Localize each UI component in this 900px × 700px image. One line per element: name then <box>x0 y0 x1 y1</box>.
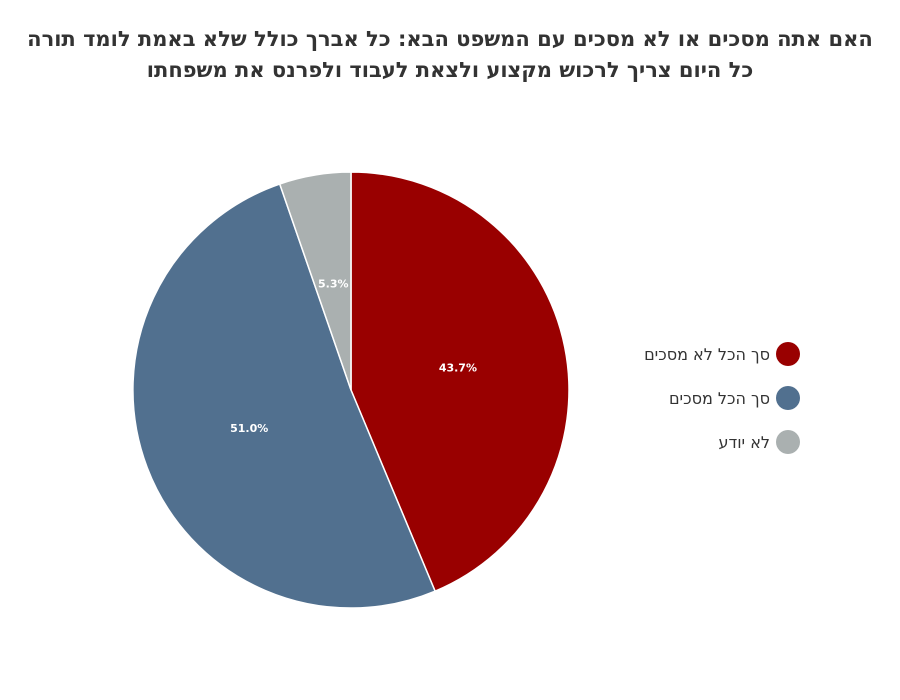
legend-label-0: סך הכל לא מסכים <box>644 344 770 364</box>
pie-slices <box>132 171 570 609</box>
legend-item-1[interactable]: סך הכל מסכים <box>560 376 800 420</box>
legend-item-2[interactable]: לא יודע <box>560 420 800 464</box>
pie-data-label-2: 5.3% <box>318 278 349 291</box>
legend-swatch-2 <box>776 430 800 454</box>
legend-item-0[interactable]: סך הכל לא מסכים <box>560 332 800 376</box>
pie-slice-2[interactable] <box>278 171 352 391</box>
pie-data-label-1: 51.0% <box>230 422 268 435</box>
pie-slice-1[interactable] <box>132 183 437 609</box>
pie-slice-0[interactable] <box>350 171 570 593</box>
chart-title: האם אתה מסכים או לא מסכים עם המשפט הבא: … <box>27 27 873 82</box>
pie-data-labels: 43.7% 51.0% 5.3% <box>230 278 477 435</box>
legend-swatch-1 <box>776 386 800 410</box>
legend-swatch-0 <box>776 342 800 366</box>
legend-label-2: לא יודע <box>718 432 770 452</box>
legend-label-1: סך הכל מסכים <box>668 388 770 408</box>
pie-data-label-0: 43.7% <box>439 362 477 375</box>
legend: סך הכל לא מסכים סך הכל מסכים לא יודע <box>560 332 800 464</box>
